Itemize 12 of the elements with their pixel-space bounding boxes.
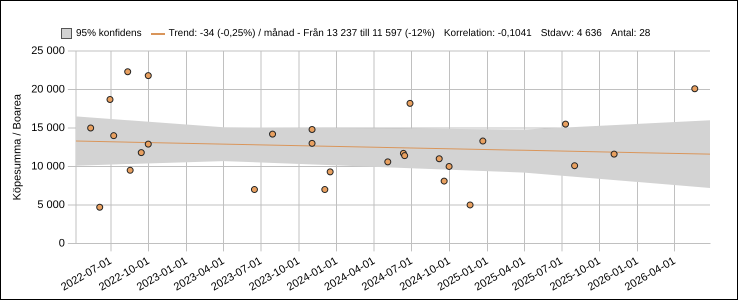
text: Korrelation: -0,1041	[444, 28, 532, 39]
y-tick-label: 15 000	[31, 122, 65, 134]
text: Antal: 28	[610, 28, 650, 39]
y-tick-label: 10 000	[31, 160, 65, 172]
legend-label: Trend: -34 (-0,25%) / månad - Från 13 237 till 11 597 (-12%)	[168, 28, 435, 39]
y-axis-title: Köpesumma / Boarea	[12, 93, 24, 200]
y-tick-label: 25 000	[31, 45, 65, 58]
text: Stdavv: 4 636	[540, 28, 602, 39]
y-tick-label: 5 000	[37, 198, 65, 211]
text: 95% konfidens	[76, 28, 142, 39]
y-tick-label: 20 000	[31, 84, 65, 96]
y-tick-label: 0	[58, 237, 65, 250]
